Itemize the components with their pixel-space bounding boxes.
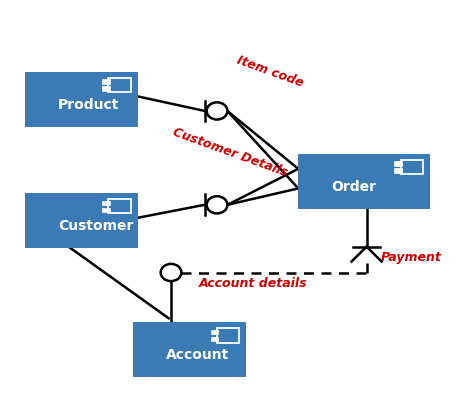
Text: Customer: Customer	[58, 219, 133, 233]
Text: Account details: Account details	[199, 277, 308, 290]
Text: Account: Account	[166, 348, 229, 362]
Text: Product: Product	[58, 98, 119, 112]
FancyBboxPatch shape	[394, 169, 402, 173]
FancyBboxPatch shape	[25, 72, 138, 126]
FancyBboxPatch shape	[102, 86, 110, 91]
FancyBboxPatch shape	[102, 201, 110, 205]
Circle shape	[207, 102, 228, 119]
FancyBboxPatch shape	[210, 336, 218, 341]
Text: Order: Order	[331, 180, 376, 194]
FancyBboxPatch shape	[102, 79, 110, 84]
FancyBboxPatch shape	[298, 154, 430, 209]
Text: Item code: Item code	[235, 53, 305, 89]
FancyBboxPatch shape	[102, 208, 110, 212]
FancyBboxPatch shape	[210, 330, 218, 334]
FancyBboxPatch shape	[25, 193, 138, 248]
Text: Payment: Payment	[381, 251, 442, 264]
FancyBboxPatch shape	[394, 162, 402, 166]
Text: Customer Details: Customer Details	[171, 126, 290, 179]
FancyBboxPatch shape	[133, 322, 246, 377]
Circle shape	[161, 264, 182, 281]
Circle shape	[207, 196, 228, 214]
